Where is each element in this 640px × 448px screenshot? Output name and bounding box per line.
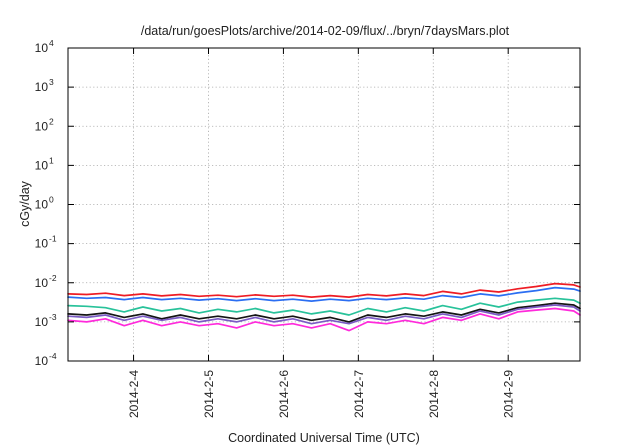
y-tick-label-exponent: 3	[49, 77, 54, 87]
y-tick-label: 10	[35, 237, 49, 251]
y-tick-label: 10	[35, 119, 49, 133]
y-tick-label-exponent: 0	[49, 195, 54, 205]
series-line-6	[67, 307, 581, 332]
x-tick-label: 2014-2-7	[352, 370, 366, 418]
series-layer	[67, 282, 581, 332]
series-line-3	[67, 297, 581, 316]
y-tick-label: 10	[35, 80, 49, 94]
y-tick-label-exponent: 2	[49, 116, 54, 126]
y-tick-label-exponent: 1	[49, 155, 54, 165]
x-tick-label: 2014-2-4	[127, 370, 141, 418]
y-axis-label: cGy/day	[18, 180, 32, 227]
y-tick-label: 10	[35, 315, 49, 329]
y-tick-label-exponent: -2	[49, 273, 57, 283]
y-tick-label-exponent: -4	[49, 351, 57, 361]
y-tick-label: 10	[35, 354, 49, 368]
x-tick-label: 2014-2-9	[502, 370, 516, 418]
y-tick-label: 10	[35, 198, 49, 212]
y-tick-label-exponent: 4	[49, 38, 54, 48]
y-tick-label: 10	[35, 158, 49, 172]
x-axis-label: Coordinated Universal Time (UTC)	[228, 431, 420, 445]
y-tick-label: 10	[35, 276, 49, 290]
series-line-2	[67, 286, 581, 302]
x-tick-label: 2014-2-8	[427, 370, 441, 418]
y-tick-label: 10	[35, 41, 49, 55]
chart-title: /data/run/goesPlots/archive/2014-02-09/f…	[141, 24, 510, 38]
x-tick-label: 2014-2-6	[277, 370, 291, 418]
series-line-5	[67, 304, 581, 325]
y-tick-label-exponent: -3	[49, 312, 57, 322]
x-tick-label: 2014-2-5	[202, 370, 216, 418]
series-line-4	[67, 302, 581, 323]
y-tick-label-exponent: -1	[49, 234, 57, 244]
series-line-1	[67, 282, 581, 298]
